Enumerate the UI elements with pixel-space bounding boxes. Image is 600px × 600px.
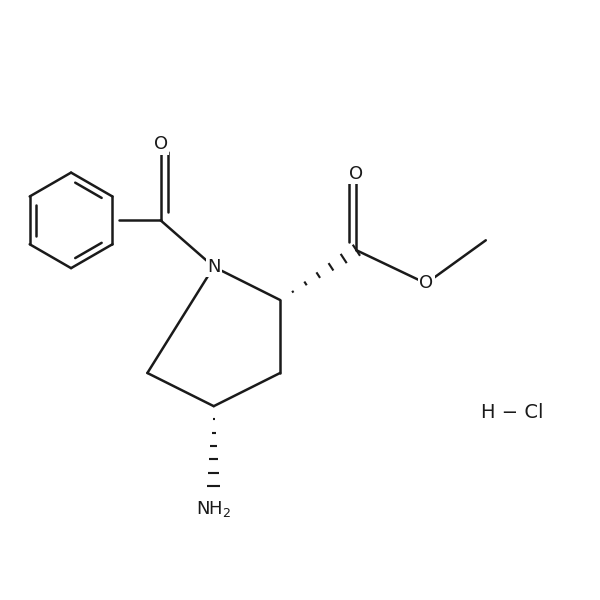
Text: NH$_2$: NH$_2$ <box>196 499 232 519</box>
Text: O: O <box>349 165 364 183</box>
Text: O: O <box>419 274 433 292</box>
Text: H − Cl: H − Cl <box>481 403 544 422</box>
Text: O: O <box>154 135 168 153</box>
Text: N: N <box>207 258 220 276</box>
